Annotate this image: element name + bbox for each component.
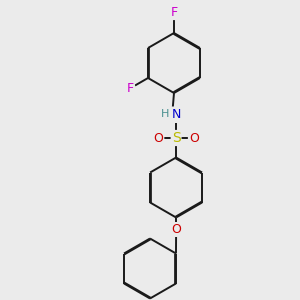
Text: O: O (189, 131, 199, 145)
Text: N: N (171, 107, 181, 121)
Text: F: F (127, 82, 134, 95)
Text: S: S (172, 131, 181, 145)
Text: O: O (154, 131, 163, 145)
Text: F: F (170, 6, 178, 19)
Text: H: H (161, 109, 169, 119)
Text: O: O (171, 223, 181, 236)
